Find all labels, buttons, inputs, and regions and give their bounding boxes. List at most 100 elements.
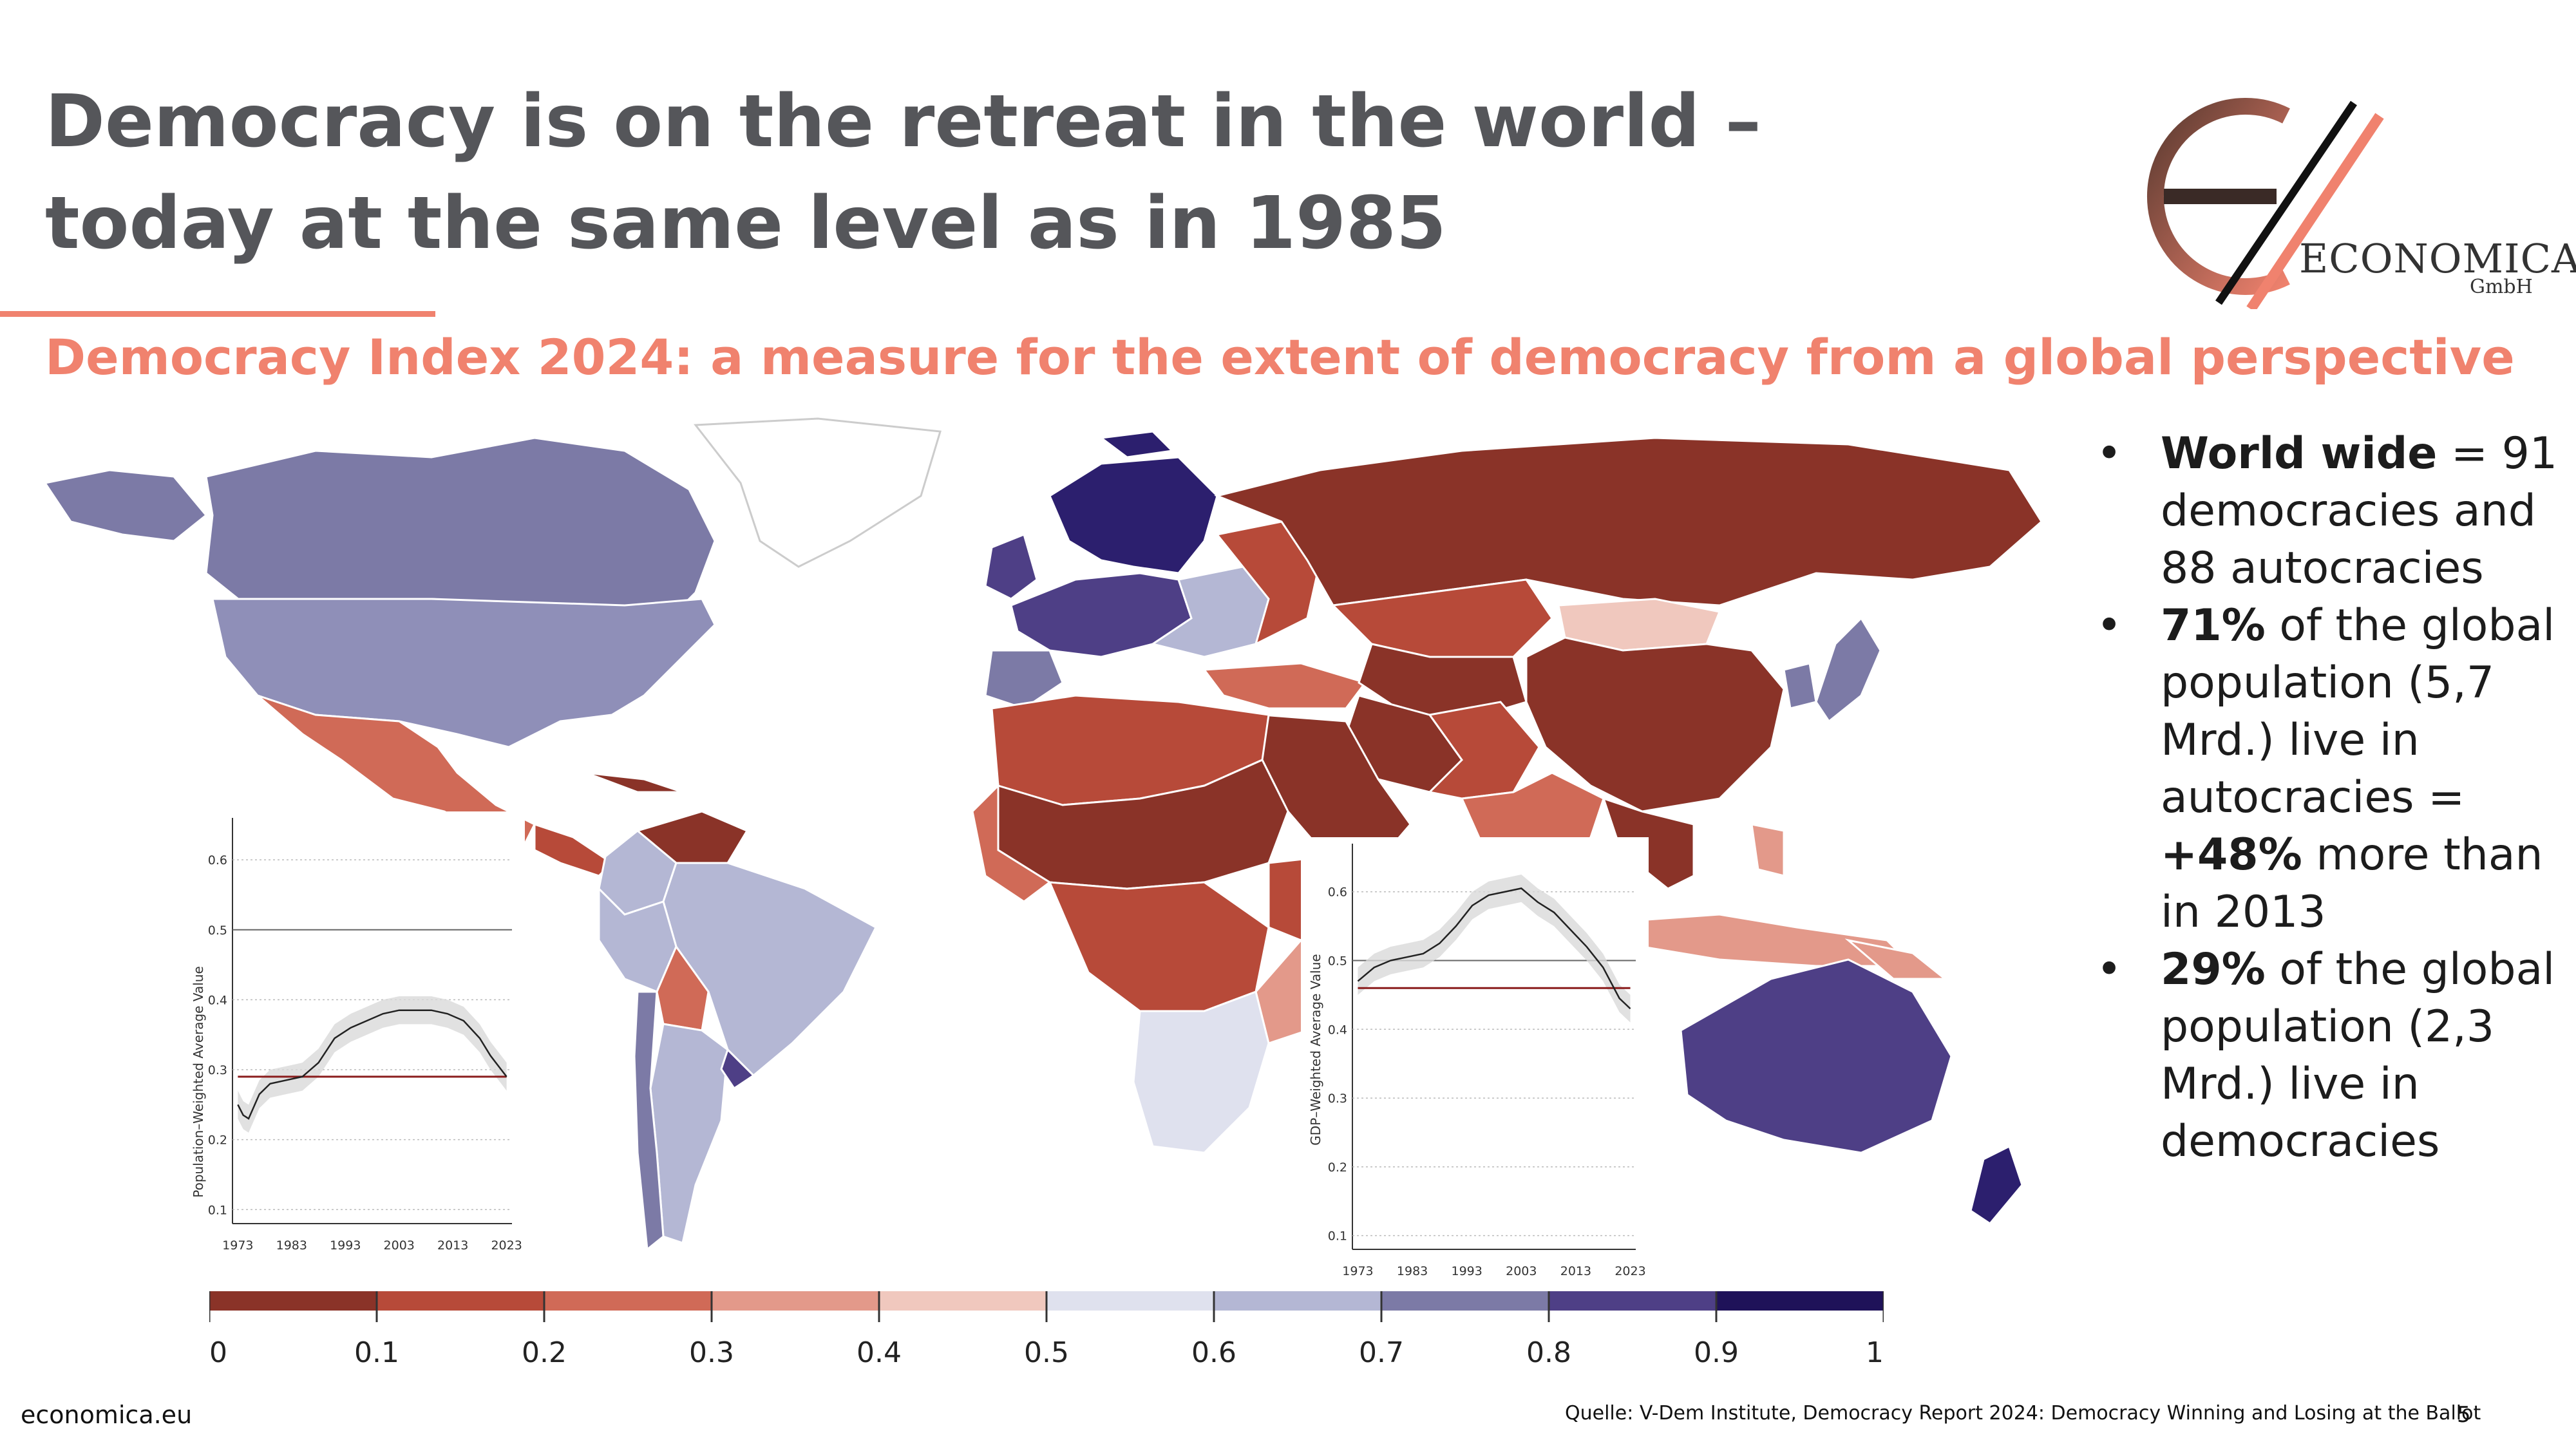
page-number: 5 xyxy=(2457,1402,2471,1428)
legend-swatch xyxy=(544,1291,712,1311)
gdp-weighted-chart: GDP–Weighted Average Value 0.1 0.2 0.3 0.4 0… xyxy=(1301,837,1649,1288)
bullet3-text: of the global population (2,3 Mrd.) live… xyxy=(2161,944,2555,1167)
economica-logo xyxy=(2146,98,2384,309)
y-tick-label: 0.4 xyxy=(1328,1023,1347,1037)
series-line xyxy=(237,1009,507,1120)
title-line-1: Democracy is on the retreat in the world… xyxy=(45,80,1761,164)
scandinavia xyxy=(1048,456,1218,574)
legend-swatch xyxy=(1716,1291,1884,1311)
bullet2-tail: more than in 2013 xyxy=(2161,829,2543,938)
canada xyxy=(205,437,716,626)
slide-title: Democracy is on the retreat in the world… xyxy=(45,71,1848,274)
y-tick-label: 0.5 xyxy=(208,923,227,938)
philippines xyxy=(1750,823,1785,877)
logo-wordmark: ECONOMICA xyxy=(2299,235,2576,282)
legend-swatch xyxy=(377,1291,544,1311)
greenland xyxy=(694,417,942,568)
legend-swatch xyxy=(1549,1291,1716,1311)
bullet-democracies: World wide = 91 democracies and 88 autoc… xyxy=(2096,425,2560,597)
y-tick-label: 0.4 xyxy=(208,993,227,1007)
uk-ireland xyxy=(984,533,1038,600)
x-tick-label: 1993 xyxy=(330,1238,361,1253)
y-tick-label: 0.2 xyxy=(208,1133,227,1148)
southern-africa xyxy=(1132,990,1270,1154)
legend-tick-label: 0.4 xyxy=(857,1336,902,1369)
y-tick-label: 0.3 xyxy=(208,1063,227,1077)
legend-swatch xyxy=(209,1291,377,1311)
legend-tick-label: 0.2 xyxy=(522,1336,567,1369)
key-facts-list: World wide = 91 democracies and 88 autoc… xyxy=(2096,425,2560,1170)
confidence-band xyxy=(238,996,507,1133)
legend-tick-label: 0.1 xyxy=(354,1336,399,1369)
iberia xyxy=(984,649,1064,710)
legend-tick-label: 0.5 xyxy=(1024,1336,1069,1369)
australia xyxy=(1680,958,1953,1154)
bullet1-text: = 91 democracies and 88 autocracies xyxy=(2161,428,2558,594)
population-weighted-chart: Population–Weighted Average Value 0.1 0.2… xyxy=(184,811,525,1262)
bullet2-bold: 71% xyxy=(2161,600,2266,651)
title-underline xyxy=(0,311,435,317)
y-tick-label: 0.5 xyxy=(1328,954,1347,969)
x-tick-label: 1973 xyxy=(222,1238,253,1253)
iceland xyxy=(1099,430,1175,459)
legend-tick-label: 0.6 xyxy=(1191,1336,1236,1369)
bullet2-text: of the global population (5,7 Mrd.) live… xyxy=(2161,600,2555,823)
papua xyxy=(1844,938,1948,980)
x-tick-label: 2003 xyxy=(384,1238,415,1253)
title-line-2: today at the same level as in 1985 xyxy=(45,182,1446,265)
x-tick-label: 2023 xyxy=(1615,1264,1645,1278)
legend-tick-label: 0.3 xyxy=(689,1336,734,1369)
logo-suffix: GmbH xyxy=(2470,276,2533,298)
korea xyxy=(1783,662,1817,710)
japan xyxy=(1815,616,1882,723)
x-tick-label: 1983 xyxy=(276,1238,307,1253)
y-tick-label: 0.3 xyxy=(1328,1092,1347,1106)
map-countries xyxy=(45,417,2043,1251)
y-tick-label: 0.6 xyxy=(1328,886,1347,900)
legend-tick-label: 0.7 xyxy=(1359,1336,1404,1369)
legend-tick-label: 1 xyxy=(1866,1336,1884,1369)
alaska xyxy=(45,469,208,542)
central-africa xyxy=(1048,881,1270,1012)
x-tick-label: 2003 xyxy=(1506,1264,1537,1278)
legend-swatch xyxy=(1214,1291,1381,1311)
bullet3-bold: 29% xyxy=(2161,944,2266,995)
legend-swatch xyxy=(712,1291,879,1311)
russia xyxy=(1214,437,2043,607)
x-tick-label: 2013 xyxy=(437,1238,468,1253)
x-tick-label: 2023 xyxy=(491,1238,522,1253)
chart1-ylabel: Population–Weighted Average Value xyxy=(191,966,206,1198)
bolivia xyxy=(656,944,710,1032)
legend-tick-label: 0 xyxy=(209,1336,227,1369)
x-tick-label: 1983 xyxy=(1397,1264,1428,1278)
uruguay xyxy=(720,1048,755,1090)
footer-website: economica.eu xyxy=(21,1401,193,1429)
bullet2-change: +48% xyxy=(2161,829,2302,880)
legend-swatch xyxy=(879,1291,1046,1311)
legend-tick-label: 0.8 xyxy=(1526,1336,1571,1369)
turkey xyxy=(1202,662,1367,710)
x-tick-label: 2013 xyxy=(1560,1264,1591,1278)
chile xyxy=(633,990,665,1251)
bullet1-bold: World wide xyxy=(2161,428,2438,479)
y-tick-label: 0.1 xyxy=(208,1203,227,1217)
series-line xyxy=(1357,887,1631,1010)
central-america xyxy=(533,822,614,877)
bullet-autocracies-population: 71% of the global population (5,7 Mrd.) … xyxy=(2096,597,2560,941)
slide-subtitle: Democracy Index 2024: a measure for the … xyxy=(45,328,2515,386)
x-tick-label: 1973 xyxy=(1342,1264,1373,1278)
bullet-democracies-population: 29% of the global population (2,3 Mrd.) … xyxy=(2096,941,2560,1170)
chart2-ylabel: GDP–Weighted Average Value xyxy=(1308,954,1323,1145)
united-states xyxy=(211,598,716,748)
y-tick-label: 0.1 xyxy=(1328,1229,1347,1244)
new-zealand xyxy=(1969,1144,2023,1225)
cuba xyxy=(585,772,683,793)
x-tick-label: 1993 xyxy=(1452,1264,1482,1278)
legend-swatch xyxy=(1046,1291,1214,1311)
color-scale-legend: 0 0.1 0.2 0.3 0.4 0.5 0.6 0.7 0.8 0.9 1 xyxy=(209,1291,1884,1369)
legend-tick-label: 0.9 xyxy=(1694,1336,1739,1369)
china xyxy=(1525,636,1785,813)
y-tick-label: 0.2 xyxy=(1328,1160,1347,1175)
world-democracy-map xyxy=(45,417,2043,1251)
confidence-band xyxy=(1358,875,1631,1023)
